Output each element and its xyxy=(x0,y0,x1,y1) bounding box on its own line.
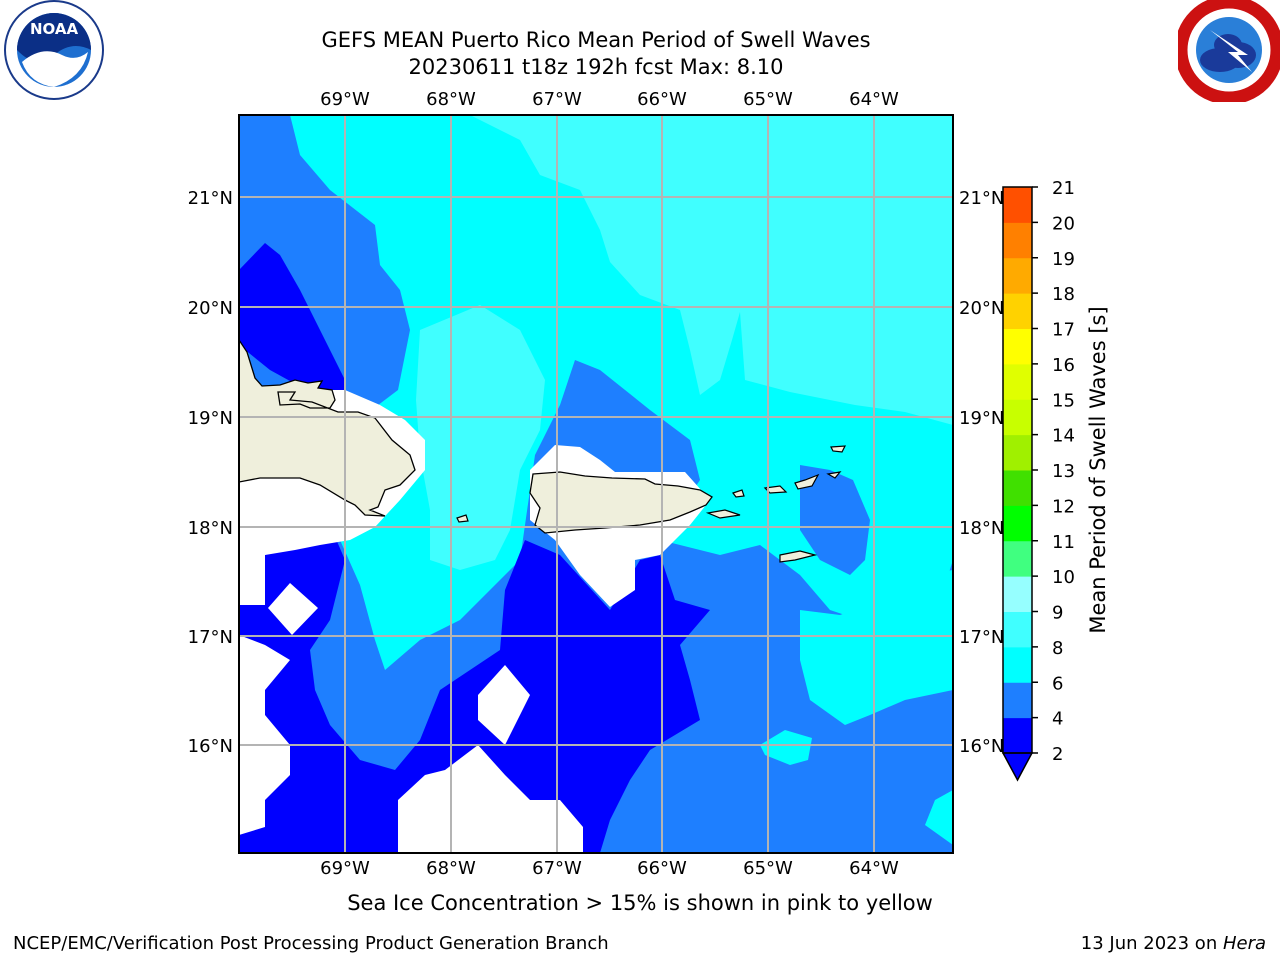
swell-band-0-2 xyxy=(239,243,345,400)
lon-label-top: 66°W xyxy=(637,89,687,110)
colorbar-band xyxy=(1003,470,1032,506)
nodata-mask xyxy=(268,583,318,635)
colorbar-tick-label: 2 xyxy=(1052,744,1063,765)
lat-label-left: 17°N xyxy=(188,627,233,648)
lat-label-right: 18°N xyxy=(959,518,1004,539)
colorbar-tick-label: 10 xyxy=(1052,567,1075,588)
footer-host: Hera xyxy=(1222,933,1266,954)
swell-band-4-6 xyxy=(760,730,812,765)
colorbar-tick-label: 14 xyxy=(1052,426,1075,447)
swell-band-4-6 xyxy=(925,790,953,845)
colorbar-tick-label: 16 xyxy=(1052,355,1075,376)
colorbar-band xyxy=(1003,257,1032,294)
noaa-logo-text: NOAA xyxy=(30,20,79,38)
colorbar-tick-label: 12 xyxy=(1052,496,1075,517)
colorbar-tick-label: 19 xyxy=(1052,249,1075,270)
colorbar-band xyxy=(1003,611,1032,648)
colorbar-tick-label: 15 xyxy=(1052,390,1075,411)
island-outline xyxy=(779,550,818,563)
lon-label-bottom: 65°W xyxy=(743,858,793,879)
colorbar-label: Mean Period of Swell Waves [s] xyxy=(1086,306,1110,633)
title-line-1: GEFS MEAN Puerto Rico Mean Period of Swe… xyxy=(321,28,871,52)
nodata-mask xyxy=(478,665,530,745)
colorbar-tick-label: 6 xyxy=(1052,673,1063,694)
hispaniola-land xyxy=(239,338,416,517)
lon-label-bottom: 67°W xyxy=(532,858,582,879)
colorbar-band xyxy=(1003,682,1032,719)
lon-label-bottom: 69°W xyxy=(320,858,370,879)
lon-label-top: 64°W xyxy=(849,89,899,110)
lat-label-right: 16°N xyxy=(959,736,1004,757)
lon-label-top: 69°W xyxy=(320,89,370,110)
colorbar: 2 4 6 8 9 10 11 12 13 14 15 16 17 18 19 20 21 Mean Perio… xyxy=(1001,178,1110,782)
lon-label-top: 65°W xyxy=(743,89,793,110)
lon-label-bottom: 68°W xyxy=(426,858,476,879)
map-frame xyxy=(238,114,954,854)
nws-logo xyxy=(1178,0,1280,102)
lat-label-left: 18°N xyxy=(188,518,233,539)
lat-label-right: 17°N xyxy=(959,627,1004,648)
lon-label-top: 67°W xyxy=(532,89,582,110)
colorbar-band xyxy=(1003,434,1032,471)
island-outline xyxy=(732,489,745,498)
sea-ice-caption: Sea Ice Concentration > 15% is shown in … xyxy=(347,891,933,915)
colorbar-tick-label: 8 xyxy=(1052,638,1063,659)
colorbar-band xyxy=(1003,222,1032,259)
colorbar-tick-label: 11 xyxy=(1052,532,1075,553)
lat-label-left: 16°N xyxy=(188,736,233,757)
colorbar-band xyxy=(1003,187,1032,223)
colorbar-tick-label: 13 xyxy=(1052,461,1075,482)
colorbar-tick-label: 9 xyxy=(1052,603,1063,624)
colorbar-band xyxy=(1003,576,1032,612)
colorbar-tick-label: 17 xyxy=(1052,320,1075,341)
island-outline xyxy=(794,473,820,490)
lon-label-bottom: 64°W xyxy=(849,858,899,879)
colorbar-band xyxy=(1003,646,1032,683)
lon-label-top: 68°W xyxy=(426,89,476,110)
noaa-logo: NOAA xyxy=(4,0,104,100)
swell-band-2-4 xyxy=(800,465,870,575)
colorbar-under-extension xyxy=(1001,752,1034,782)
lon-label-bottom: 66°W xyxy=(637,858,687,879)
colorbar-band xyxy=(1003,505,1032,542)
lat-label-right: 19°N xyxy=(959,408,1004,429)
nodata-mask xyxy=(398,745,583,853)
swell-band-6-8 xyxy=(416,305,545,570)
colorbar-tick-label: 20 xyxy=(1052,213,1075,234)
island-outline xyxy=(456,514,469,523)
footer-date: 13 Jun 2023 on Hera xyxy=(1081,933,1266,954)
colorbar-band xyxy=(1003,540,1032,577)
swell-band-0-2 xyxy=(239,525,710,853)
colorbar-band xyxy=(1003,399,1032,436)
island-outline xyxy=(826,471,842,479)
swell-band-6-8 xyxy=(470,115,953,425)
colorbar-tick-label: 21 xyxy=(1052,178,1075,199)
colorbar-band xyxy=(1003,293,1032,329)
nodata-mask xyxy=(239,635,290,835)
footer-date-text: 13 Jun 2023 on xyxy=(1080,933,1223,954)
island-outline xyxy=(705,509,741,519)
lat-label-left: 20°N xyxy=(188,298,233,319)
colorbar-band xyxy=(1003,328,1032,365)
colorbar-band xyxy=(1003,717,1032,754)
title-line-2: 20230611 t18z 192h fcst Max: 8.10 xyxy=(408,55,784,79)
footer-branch: NCEP/EMC/Verification Post Processing Pr… xyxy=(13,933,609,954)
colorbar-tick-label: 18 xyxy=(1052,284,1075,305)
colorbar-band xyxy=(1003,363,1032,400)
lat-label-right: 21°N xyxy=(959,188,1004,209)
nodata-mask xyxy=(239,527,375,605)
lat-label-left: 21°N xyxy=(188,188,233,209)
lat-label-right: 20°N xyxy=(959,298,1004,319)
swell-band-4-6 xyxy=(800,570,953,725)
map-gridlines xyxy=(239,115,953,853)
island-outline xyxy=(830,445,847,453)
lat-label-left: 19°N xyxy=(188,408,233,429)
colorbar-tick-label: 4 xyxy=(1052,709,1063,730)
